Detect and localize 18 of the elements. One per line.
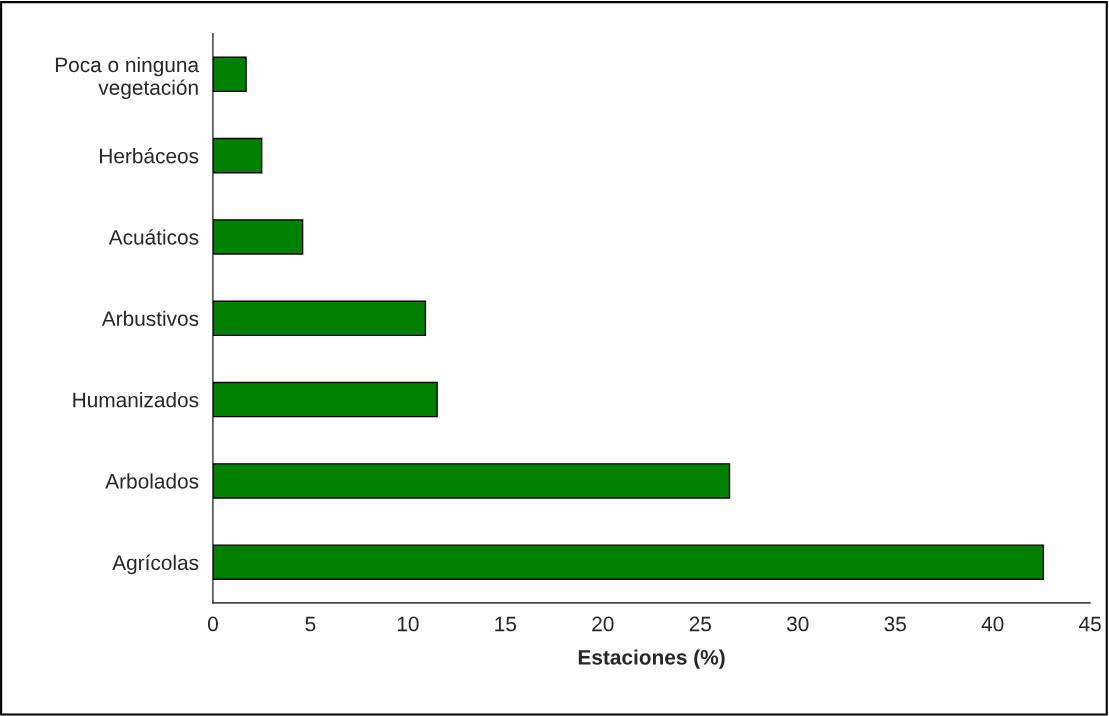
y-tick-label: Humanizados xyxy=(73,392,199,408)
x-tick-label: 25 xyxy=(689,616,711,632)
x-tick-label: 0 xyxy=(207,616,218,632)
y-tick-label: Herbáceos xyxy=(100,147,199,164)
x-tick-label: 35 xyxy=(884,616,906,632)
y-tick-label: Poca o ninguna vegetación xyxy=(55,56,200,100)
x-axis-title: Estaciones (%) xyxy=(578,649,725,669)
y-tick-label: Agrícolas xyxy=(112,554,199,575)
y-tick-label: Arbolados xyxy=(105,473,199,489)
x-tick-label: 5 xyxy=(305,616,316,632)
x-tick-label: 20 xyxy=(592,616,614,632)
x-tick-label: 45 xyxy=(1079,616,1101,632)
y-tick-label: Arbustivos xyxy=(101,310,199,327)
x-tick-label: 40 xyxy=(981,616,1004,632)
x-tick-label: 30 xyxy=(786,616,809,632)
x-tick-label: 15 xyxy=(495,616,517,632)
y-tick-label: Acuáticos xyxy=(108,229,199,245)
x-tick-label: 10 xyxy=(397,616,419,632)
